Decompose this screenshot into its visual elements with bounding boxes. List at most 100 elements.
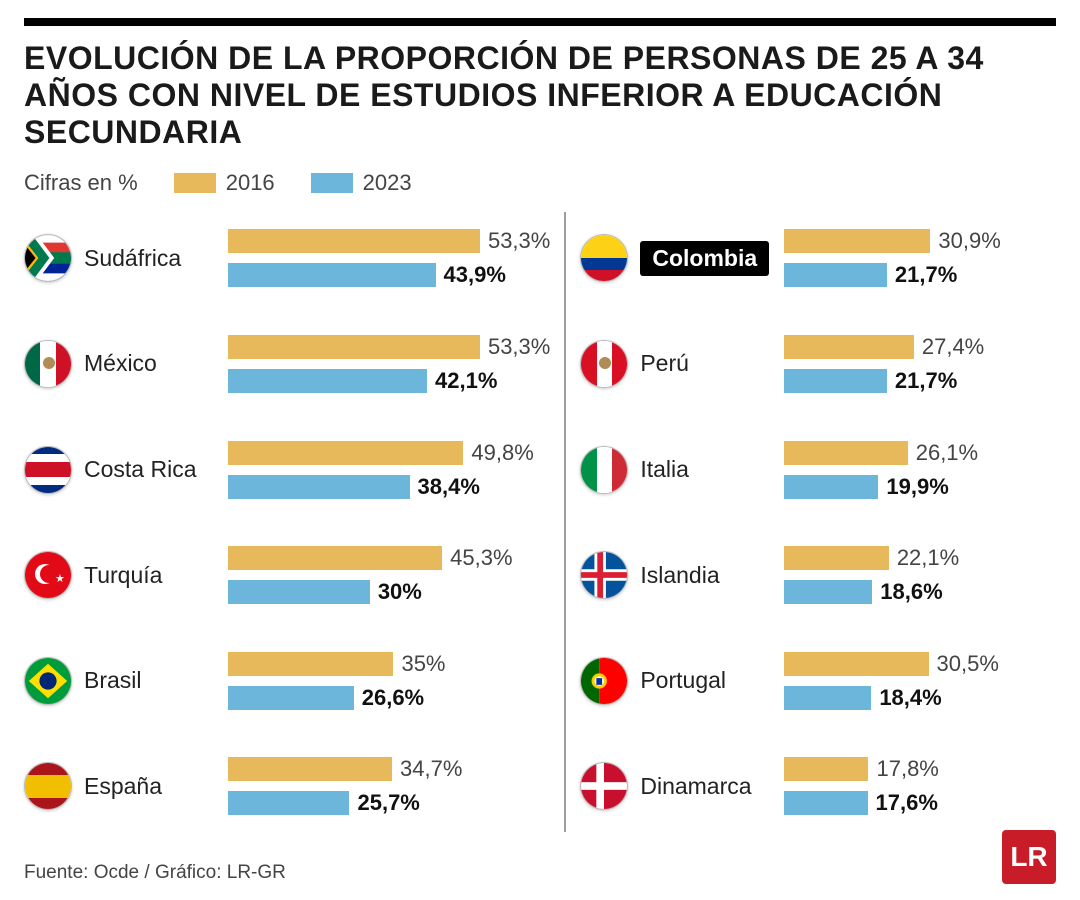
bar-2016-rect [228, 229, 480, 253]
value-2023: 17,6% [876, 790, 938, 816]
value-2023: 38,4% [418, 474, 480, 500]
country-name: Sudáfrica [84, 245, 181, 272]
country-name: Colombia [640, 241, 769, 276]
bar-2016-rect [228, 335, 480, 359]
value-2023: 18,4% [879, 685, 941, 711]
bar-2016: 26,1% [784, 440, 1056, 466]
bar-2023: 18,4% [784, 685, 1056, 711]
column-left: Sudáfrica 53,3% 43,9% México 53,3% [24, 212, 550, 832]
value-2023: 18,6% [880, 579, 942, 605]
value-2016: 35% [401, 651, 445, 677]
bar-2016: 45,3% [228, 545, 550, 571]
country-name: Turquía [84, 562, 162, 589]
country-cell: Italia [580, 446, 784, 494]
swatch-2023 [311, 173, 353, 193]
column-right: Colombia 30,9% 21,7% Perú 27,4% 21 [580, 212, 1056, 832]
country-row: Italia 26,1% 19,9% [580, 424, 1056, 516]
flag-icon [24, 446, 72, 494]
bar-group: 53,3% 42,1% [228, 334, 550, 394]
country-cell: España [24, 762, 228, 810]
bar-group: 49,8% 38,4% [228, 440, 550, 500]
bar-group: 34,7% 25,7% [228, 756, 550, 816]
bar-2016: 30,5% [784, 651, 1056, 677]
bar-2023-rect [228, 791, 349, 815]
legend-label-2016: 2016 [226, 170, 275, 196]
value-2016: 22,1% [897, 545, 959, 571]
bar-2016-rect [784, 652, 928, 676]
bar-2016: 49,8% [228, 440, 550, 466]
bar-2016: 22,1% [784, 545, 1056, 571]
flag-icon [580, 762, 628, 810]
bar-2016-rect [784, 757, 868, 781]
bar-group: 30,5% 18,4% [784, 651, 1056, 711]
value-2016: 30,5% [937, 651, 999, 677]
bar-2023: 26,6% [228, 685, 550, 711]
flag-icon [24, 657, 72, 705]
country-name: Portugal [640, 667, 726, 694]
flag-icon [580, 551, 628, 599]
country-name: Brasil [84, 667, 142, 694]
bar-2016: 53,3% [228, 228, 550, 254]
value-2016: 34,7% [400, 756, 462, 782]
country-row: Perú 27,4% 21,7% [580, 318, 1056, 410]
legend-item-2023: 2023 [311, 170, 412, 196]
column-divider [564, 212, 566, 832]
value-2016: 45,3% [450, 545, 512, 571]
country-name: Italia [640, 456, 689, 483]
value-2023: 25,7% [357, 790, 419, 816]
country-cell: Portugal [580, 657, 784, 705]
value-2016: 27,4% [922, 334, 984, 360]
flag-icon [24, 340, 72, 388]
legend-label-2023: 2023 [363, 170, 412, 196]
value-2016: 49,8% [471, 440, 533, 466]
country-cell: Islandia [580, 551, 784, 599]
bar-2023-rect [228, 580, 370, 604]
value-2023: 21,7% [895, 368, 957, 394]
country-row: Brasil 35% 26,6% [24, 635, 550, 727]
bar-2023-rect [228, 263, 436, 287]
value-2023: 43,9% [444, 262, 506, 288]
bar-2023: 42,1% [228, 368, 550, 394]
country-name: Costa Rica [84, 456, 196, 483]
country-row: Sudáfrica 53,3% 43,9% [24, 212, 550, 304]
bar-group: 17,8% 17,6% [784, 756, 1056, 816]
country-row: Dinamarca 17,8% 17,6% [580, 740, 1056, 832]
bar-2016-rect [228, 546, 442, 570]
country-cell: Dinamarca [580, 762, 784, 810]
bar-2023: 21,7% [784, 262, 1056, 288]
country-row: España 34,7% 25,7% [24, 740, 550, 832]
bar-2016-rect [784, 441, 907, 465]
value-2016: 17,8% [876, 756, 938, 782]
country-cell: Colombia [580, 234, 784, 282]
country-name: España [84, 773, 162, 800]
value-2016: 30,9% [938, 228, 1000, 254]
value-2016: 53,3% [488, 334, 550, 360]
flag-icon [580, 340, 628, 388]
bar-group: 35% 26,6% [228, 651, 550, 711]
country-row: ★ Turquía 45,3% 30% [24, 529, 550, 621]
bar-2016: 17,8% [784, 756, 1056, 782]
source-line: Fuente: Ocde / Gráfico: LR-GR [24, 862, 286, 884]
bar-group: 26,1% 19,9% [784, 440, 1056, 500]
publisher-logo: LR [1002, 830, 1056, 884]
bar-2023-rect [784, 263, 887, 287]
bar-2016-rect [228, 757, 392, 781]
country-cell: Sudáfrica [24, 234, 228, 282]
flag-icon [580, 446, 628, 494]
flag-icon [24, 234, 72, 282]
bar-2016: 30,9% [784, 228, 1056, 254]
flag-icon [580, 234, 628, 282]
bar-2016: 27,4% [784, 334, 1056, 360]
bar-2023: 30% [228, 579, 550, 605]
chart-columns: Sudáfrica 53,3% 43,9% México 53,3% [24, 212, 1056, 832]
bar-2023-rect [784, 475, 878, 499]
country-row: Portugal 30,5% 18,4% [580, 635, 1056, 727]
logo-text: LR [1010, 841, 1047, 873]
value-2016: 26,1% [916, 440, 978, 466]
legend-item-2016: 2016 [174, 170, 275, 196]
bar-2016: 35% [228, 651, 550, 677]
bar-group: 22,1% 18,6% [784, 545, 1056, 605]
swatch-2016 [174, 173, 216, 193]
flag-icon [24, 762, 72, 810]
country-name: México [84, 350, 157, 377]
